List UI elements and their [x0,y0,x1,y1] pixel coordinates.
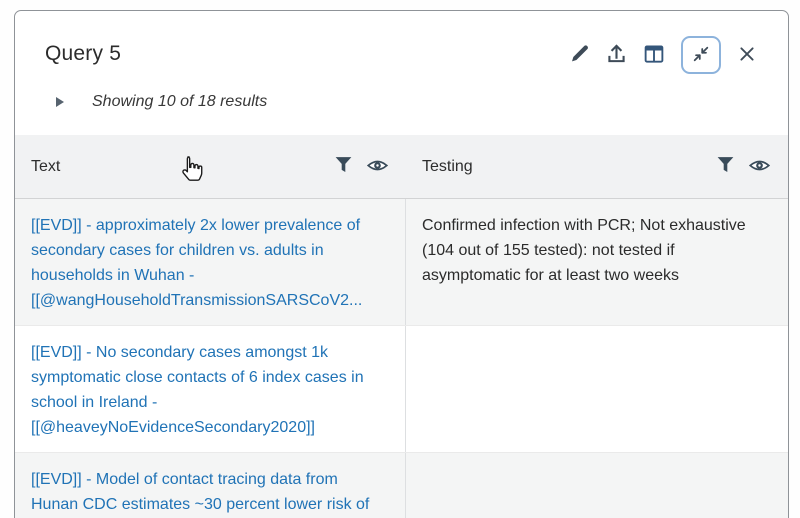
results-table: Text [15,135,788,518]
column-label: Testing [422,157,473,175]
filter-button[interactable] [335,156,352,178]
page-title: Query 5 [45,42,122,65]
disclosure-caret-icon[interactable] [56,97,64,107]
query-results-panel: Query 5 [14,10,789,518]
column-label: Text [31,157,61,175]
export-button[interactable] [604,41,629,69]
table-view-button[interactable] [642,42,666,69]
close-button[interactable] [736,43,758,68]
results-summary-row: Showing 10 of 18 results [15,93,788,111]
table-row: [[EVD]] - approximately 2x lower prevale… [15,199,788,326]
results-summary: Showing 10 of 18 results [92,93,268,110]
pencil-icon [570,44,589,66]
visibility-button[interactable] [748,158,771,176]
table-icon [644,44,664,67]
testing-cell [406,453,788,518]
column-header-testing: Testing [406,135,788,198]
column-header-icons [717,156,771,178]
column-header-text: Text [15,135,406,198]
result-link[interactable]: [[EVD]] - No secondary cases amongst 1k … [15,326,406,452]
table-header-row: Text [15,135,788,199]
eye-icon [366,158,389,176]
collapse-arrows-icon [692,45,710,66]
table-row: [[EVD]] - Model of contact tracing data … [15,453,788,518]
testing-cell: Confirmed infection with PCR; Not exhaus… [422,217,746,284]
result-link[interactable]: [[EVD]] - Model of contact tracing data … [15,453,406,518]
collapse-button[interactable] [681,36,721,74]
result-link[interactable]: [[EVD]] - approximately 2x lower prevale… [15,199,406,325]
edit-button[interactable] [568,42,591,68]
testing-cell [406,326,788,452]
filter-icon [717,156,734,178]
panel-header: Query 5 [15,11,788,74]
table-row: [[EVD]] - No secondary cases amongst 1k … [15,326,788,453]
filter-icon [335,156,352,178]
filter-button[interactable] [717,156,734,178]
visibility-button[interactable] [366,158,389,176]
close-icon [738,45,756,66]
upload-icon [606,43,627,67]
eye-icon [748,158,771,176]
column-header-icons [335,156,389,178]
panel-toolbar [568,36,758,74]
table-body: [[EVD]] - approximately 2x lower prevale… [15,199,788,518]
